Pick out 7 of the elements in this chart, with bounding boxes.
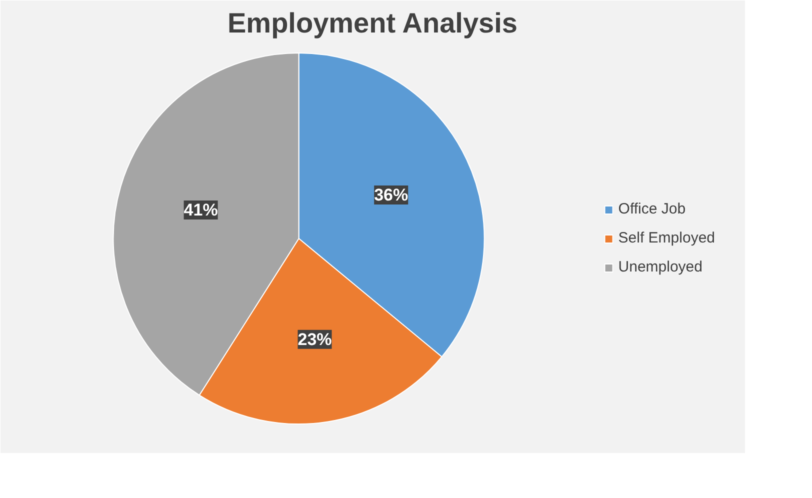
data-label: 36% [374,186,408,205]
data-label: 41% [184,200,218,220]
legend-label: Unemployed [618,258,702,276]
data-label: 23% [298,330,332,349]
legend-label: Self Employed [618,230,715,246]
chart-title: Employment Analysis [228,8,518,38]
legend-label: Office Job [618,200,686,218]
